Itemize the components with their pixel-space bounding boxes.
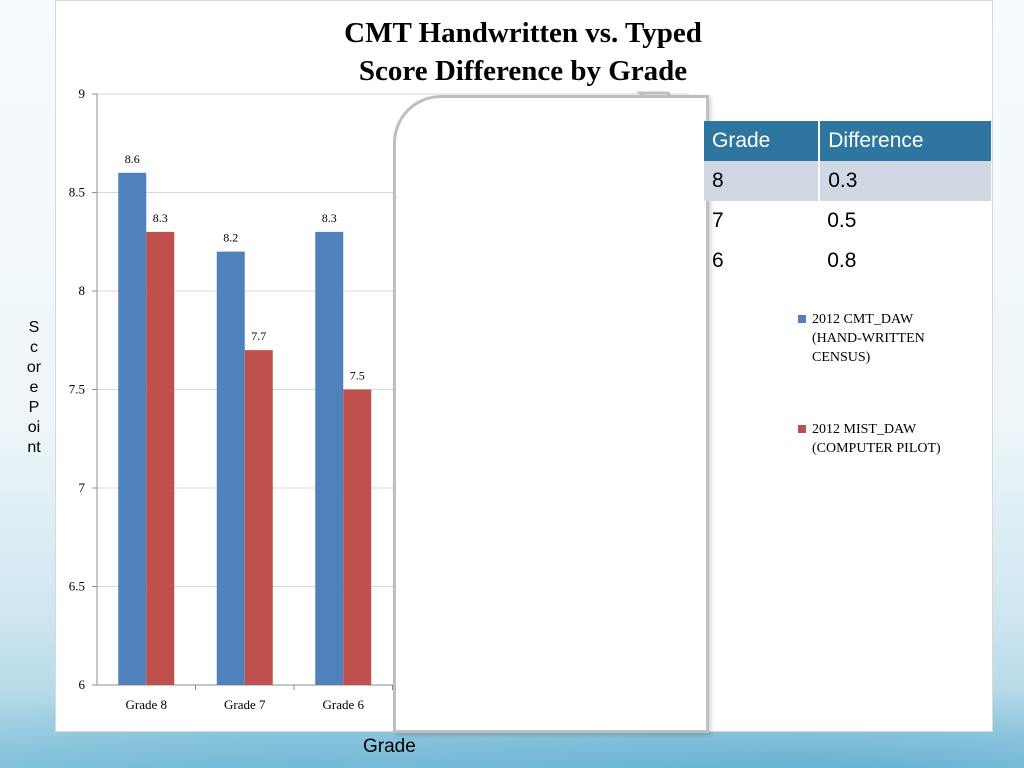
table-header-difference: Difference (819, 121, 991, 161)
data-label: 7.7 (251, 329, 266, 343)
chart-title-line-2: Score Difference by Grade (358, 55, 688, 87)
difference-table: Grade Difference 8 0.3 7 0.5 6 0.8 (704, 121, 991, 281)
legend-item-mist: 2012 MIST_DAW (COMPUTER PILOT) (798, 420, 988, 458)
legend-label-line: 2012 MIST_DAW (812, 422, 917, 437)
y-tick-label: 7 (79, 480, 86, 495)
bar-mist-0 (146, 231, 175, 685)
y-tick-label: 8.5 (69, 185, 85, 200)
table-row: 7 0.5 (704, 201, 991, 241)
bar-mist-1 (244, 350, 273, 685)
x-tick-label: Grade 8 (125, 697, 167, 712)
table-cell-grade: 8 (704, 161, 821, 201)
legend-label-line: 2012 CMT_DAW (812, 312, 914, 327)
table-cell-grade: 7 (712, 209, 724, 232)
table-cell-difference: 0.8 (827, 249, 857, 272)
y-tick-label: 6 (79, 677, 86, 692)
y-tick-label: 6.5 (69, 579, 85, 594)
table-cell-difference: 0.3 (819, 161, 991, 201)
bar-cmt-2 (315, 231, 344, 685)
data-label: 8.3 (153, 211, 168, 225)
x-tick-label: Grade 6 (322, 697, 364, 712)
legend-label-line: (COMPUTER PILOT) (812, 441, 941, 456)
legend-swatch-blue (798, 315, 806, 323)
y-axis-title: Score Point (26, 319, 43, 456)
bar-cmt-1 (216, 251, 245, 685)
callout-box (393, 95, 709, 733)
legend-label-line: CENSUS) (812, 350, 871, 365)
table-header-row: Grade Difference (704, 121, 991, 161)
chart-title-line-1: CMT Handwritten vs. Typed (344, 17, 702, 49)
table-row: 8 0.3 (704, 161, 991, 201)
bar-mist-2 (343, 389, 372, 685)
chart-legend: 2012 CMT_DAW (HAND-WRITTEN CENSUS) 2012 … (798, 310, 988, 511)
x-tick-label: Grade 7 (224, 697, 266, 712)
x-axis-title: Grade (363, 736, 416, 757)
y-tick-label: 8 (79, 283, 86, 298)
table-row: 6 0.8 (704, 241, 991, 281)
bar-cmt-0 (118, 172, 147, 686)
y-tick-label: 7.5 (69, 382, 85, 397)
table-header-grade: Grade (704, 121, 821, 161)
table-cell-difference: 0.5 (827, 209, 857, 232)
data-label: 8.6 (125, 152, 140, 166)
data-label: 8.2 (223, 231, 238, 245)
table-cell-grade: 6 (712, 249, 724, 272)
legend-swatch-red (798, 425, 806, 433)
legend-item-cmt: 2012 CMT_DAW (HAND-WRITTEN CENSUS) (798, 310, 988, 367)
legend-label-line: (HAND-WRITTEN (812, 331, 925, 346)
chart-title: CMT Handwritten vs. Typed Score Differen… (0, 14, 1024, 90)
data-label: 8.3 (322, 211, 337, 225)
data-label: 7.5 (350, 369, 365, 383)
y-tick-label: 9 (79, 86, 86, 101)
